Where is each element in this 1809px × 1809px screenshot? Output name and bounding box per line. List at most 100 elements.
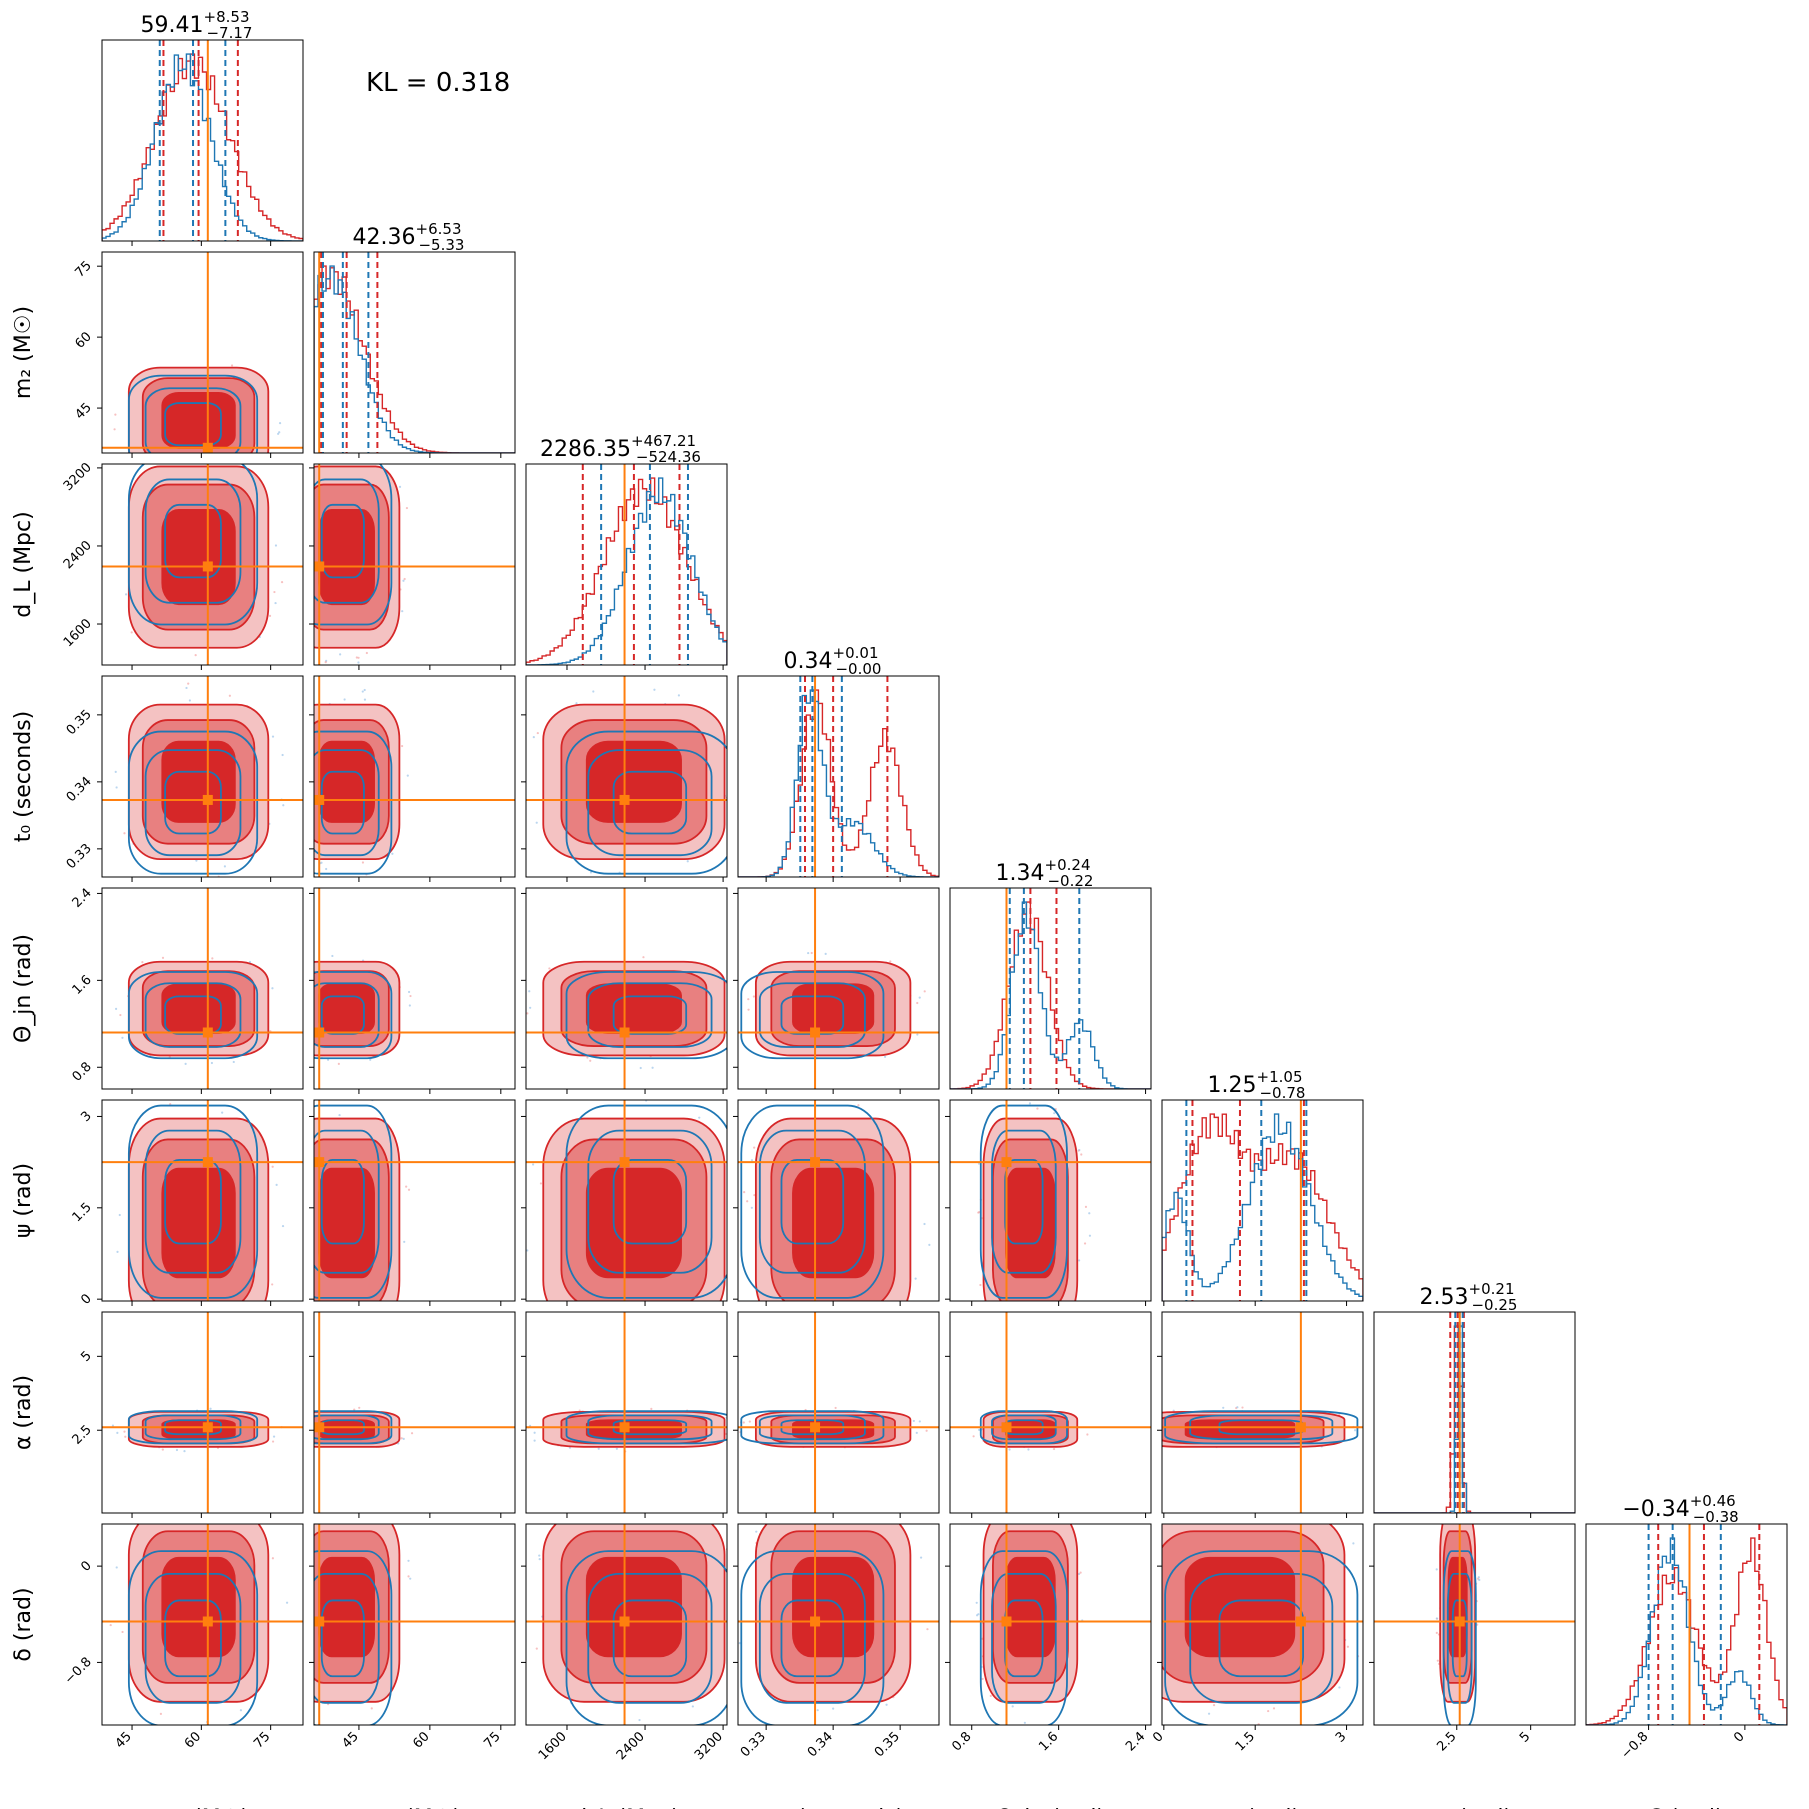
sample-point [928, 1243, 931, 1246]
panel-frame [525, 1099, 728, 1302]
sample-point [278, 431, 281, 434]
sample-point [975, 1614, 979, 1617]
sample-point [331, 954, 334, 958]
contour-red-3 [585, 1556, 682, 1658]
sample-point [278, 422, 282, 425]
sample-point [747, 998, 750, 1001]
sample-point [271, 1440, 275, 1443]
hist-step-blue [526, 477, 727, 665]
sample-point [746, 1200, 749, 1203]
sample-point [339, 653, 342, 656]
contour-red-3 [585, 983, 682, 1034]
sample-point [916, 1033, 919, 1036]
contour-blue-2 [1189, 1572, 1334, 1704]
sample-point [365, 651, 368, 655]
contour-blue-3 [320, 995, 365, 1035]
sample-point [271, 735, 275, 738]
sample-point [401, 744, 404, 748]
x-axis-label-1: m₂ (M☉) [368, 1806, 461, 1809]
panel-frame [313, 1311, 516, 1514]
sample-point [972, 1435, 975, 1438]
sample-point [409, 1577, 412, 1580]
contour-blue-3 [1004, 1599, 1044, 1678]
sample-point [232, 1060, 235, 1064]
diag-inner-1 [314, 252, 515, 453]
sample-point [528, 990, 531, 993]
contour-blue-1 [565, 730, 727, 875]
sample-point [211, 957, 214, 960]
panel-7-1 [313, 1523, 516, 1726]
panel-frame [737, 887, 940, 1090]
panel-inner [102, 1312, 303, 1513]
panel-7-4 [949, 1523, 1152, 1726]
sample-point [698, 1116, 701, 1119]
sample-point [114, 1007, 118, 1010]
panel-frame [949, 1311, 1152, 1514]
sample-point [408, 1004, 411, 1007]
diag-frame-6 [1373, 1311, 1576, 1514]
truth-marker [202, 1027, 213, 1038]
truth-marker [619, 1616, 630, 1627]
sample-point [357, 661, 360, 664]
sample-point [650, 1407, 653, 1410]
sample-point [592, 690, 595, 693]
contour-blue-1 [127, 730, 259, 875]
sample-point [753, 1193, 756, 1197]
sample-point [1435, 1568, 1438, 1571]
contour-blue-1 [127, 1550, 259, 1725]
diag-title-2: 2286.35+467.21 −524.36 [540, 432, 701, 466]
panels: 59.41+8.53 −7.17 42.36+6.53 −5.33 2286.35+46… [11, 8, 1788, 1809]
sample-point [753, 1146, 756, 1149]
sample-point [1352, 1542, 1355, 1545]
sample-point [755, 1530, 758, 1533]
sample-point [919, 1556, 923, 1559]
sample-point [130, 631, 133, 634]
sample-point [277, 432, 280, 435]
truth-marker [619, 1157, 630, 1168]
sample-point [1088, 1234, 1092, 1237]
diag-title-3: 0.34+0.01 −0.00 [784, 644, 882, 678]
contour-blue-1 [127, 1104, 259, 1299]
panel-5-0 [101, 1099, 304, 1302]
sample-point [686, 860, 689, 863]
panel-frame [1161, 1311, 1364, 1514]
sample-point [188, 699, 191, 702]
sample-point [1078, 1148, 1081, 1152]
panel-inner [738, 888, 939, 1089]
contour-blue-3 [320, 1599, 365, 1678]
sample-point [343, 698, 346, 701]
truth-marker [314, 1157, 325, 1168]
sample-point [1478, 1578, 1481, 1582]
panel-frame [101, 675, 304, 878]
sample-point [926, 1628, 929, 1631]
contour-blue-1 [979, 1104, 1068, 1299]
sample-point [1079, 1571, 1082, 1574]
sample-point [115, 786, 118, 789]
hist-step-red [102, 53, 303, 241]
contour-blue-2 [314, 1572, 380, 1704]
sample-point [816, 1709, 819, 1712]
sample-point [268, 614, 272, 618]
panel-inner [1162, 1524, 1363, 1725]
sample-point [115, 1566, 118, 1569]
panel-4-0 [101, 887, 304, 1090]
sample-point [923, 1222, 926, 1226]
sample-point [529, 1006, 532, 1009]
panel-6-1 [313, 1311, 516, 1514]
panel-1-0 [101, 251, 304, 454]
panel-inner [314, 1312, 515, 1513]
panel-4-1 [313, 887, 516, 1090]
panel-7-2 [525, 1523, 728, 1726]
sample-point [141, 960, 144, 964]
panel-frame [949, 1523, 1152, 1726]
sample-point [1078, 1259, 1081, 1262]
diag-title-4: 1.34+0.24 −0.22 [996, 856, 1094, 890]
panel-frame [313, 675, 516, 878]
sample-point [642, 956, 645, 959]
sample-point [239, 1709, 243, 1712]
sample-point [353, 1408, 356, 1411]
sample-point [1027, 1448, 1030, 1451]
panel-inner [314, 464, 515, 665]
contour-blue-3 [612, 1159, 688, 1245]
